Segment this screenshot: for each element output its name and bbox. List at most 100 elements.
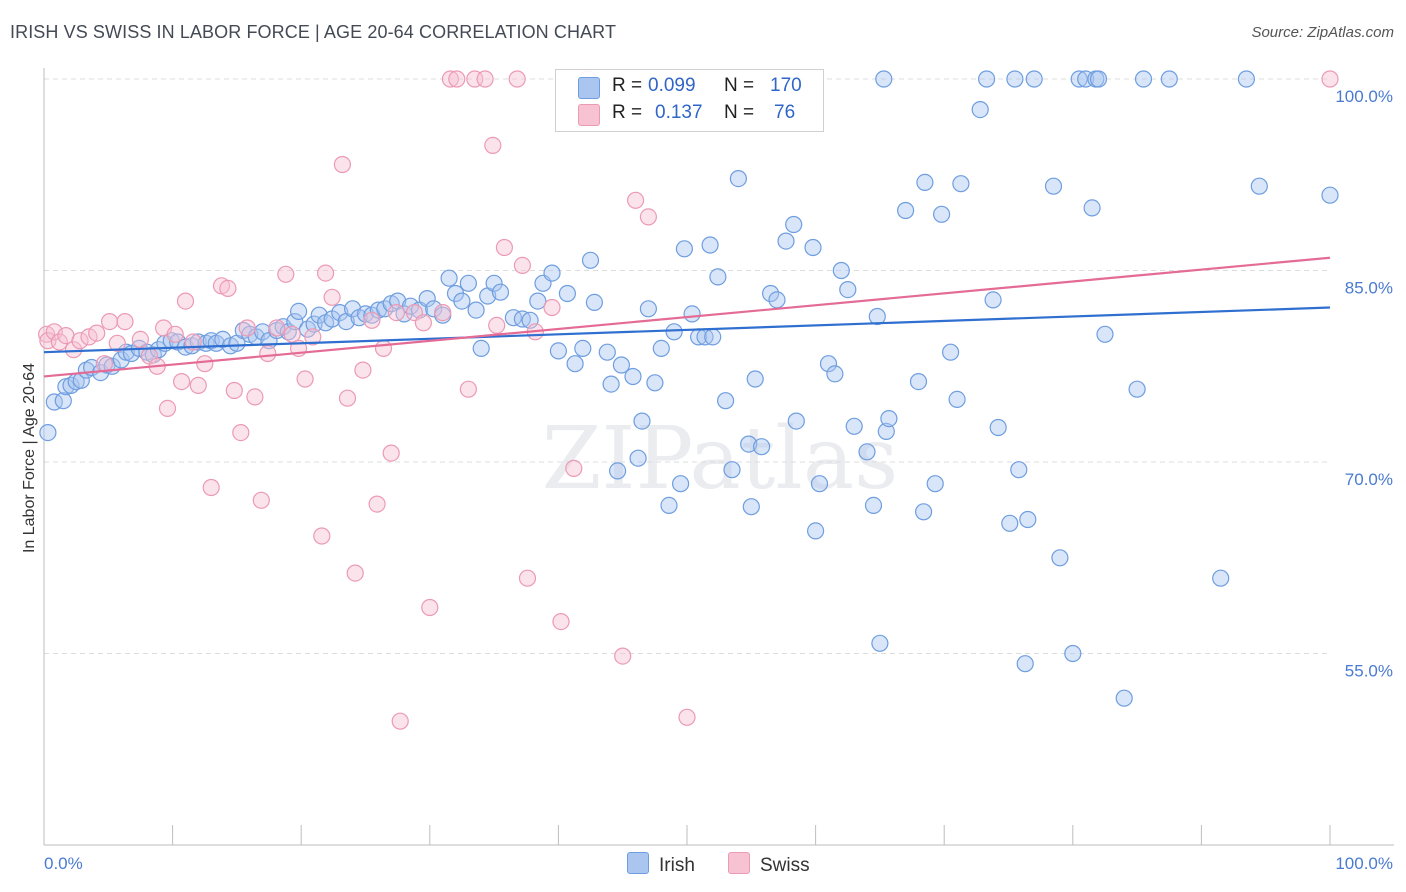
irish-point: [709, 268, 727, 286]
swiss-point: [614, 647, 632, 665]
swiss-point: [238, 319, 256, 337]
chart-title: IRISH VS SWISS IN LABOR FORCE | AGE 20-6…: [10, 22, 617, 42]
watermark: ZIPatlas: [542, 409, 898, 509]
swiss-point: [219, 279, 237, 297]
irish-point: [1237, 70, 1256, 88]
swiss-point: [333, 155, 351, 174]
swiss-point: [317, 264, 335, 282]
irish-point: [875, 70, 893, 88]
irish-point: [871, 634, 889, 652]
irish-point: [608, 462, 627, 480]
trend-lines: [43, 256, 1331, 378]
swiss-point: [246, 388, 264, 406]
swiss-point: [283, 325, 301, 343]
irish-point: [472, 339, 490, 357]
y-tick-label: 100.0%: [1335, 87, 1393, 106]
irish-point: [740, 435, 758, 453]
irish-point: [504, 309, 523, 327]
swiss-point: [346, 564, 364, 582]
swiss-point: [323, 288, 341, 306]
irish-point: [914, 503, 933, 521]
swiss-point: [304, 328, 322, 346]
irish-point: [941, 343, 960, 361]
swiss-point: [513, 256, 532, 274]
swiss-point: [277, 265, 295, 283]
swiss-point: [108, 334, 126, 352]
irish-point: [1089, 70, 1108, 88]
irish-point: [485, 274, 503, 292]
swiss-point: [296, 370, 314, 388]
irish-point: [566, 355, 584, 373]
irish-point: [660, 496, 678, 514]
swiss-point: [71, 332, 89, 350]
irish-point: [704, 328, 722, 346]
swiss-point: [543, 298, 561, 317]
swiss-points: [37, 70, 1339, 730]
swiss-point: [552, 612, 570, 631]
irish-point: [1096, 325, 1114, 343]
irish-point: [785, 215, 803, 234]
irish-point: [839, 281, 857, 299]
irish-point: [819, 355, 838, 373]
irish-point: [1016, 655, 1034, 673]
swiss-point: [116, 313, 134, 331]
swiss-point: [268, 319, 286, 337]
irish-point: [331, 304, 349, 322]
swiss-point: [441, 70, 459, 88]
swiss-point: [448, 70, 466, 88]
irish-point: [858, 443, 876, 461]
irish-point: [729, 170, 748, 188]
swiss-r-label: R =: [612, 102, 643, 123]
irish-point: [646, 374, 664, 392]
irish-point: [585, 293, 604, 311]
swiss-point: [64, 341, 83, 359]
irish-point: [746, 370, 764, 388]
irish-point: [977, 70, 996, 88]
irish-point: [1044, 177, 1063, 195]
irish-point: [290, 302, 308, 320]
irish-point: [1115, 689, 1133, 707]
irish-point: [671, 475, 690, 493]
irish-point: [926, 475, 944, 493]
y-tick-label: 55.0%: [1345, 662, 1393, 681]
swiss-point: [158, 399, 177, 417]
irish-point: [1128, 380, 1146, 398]
irish-point: [1070, 70, 1088, 88]
irish-point: [425, 300, 443, 318]
x-tick-label: 100.0%: [1335, 854, 1393, 873]
swiss-point: [131, 330, 149, 348]
swiss-point: [488, 316, 506, 334]
swiss-point: [189, 376, 207, 394]
swiss-point: [166, 325, 184, 343]
irish-point: [624, 367, 642, 386]
swiss-point: [459, 380, 477, 398]
swiss-point: [225, 381, 243, 400]
swiss-point: [368, 495, 386, 513]
irish-point: [356, 305, 375, 323]
irish-point: [1134, 70, 1153, 88]
irish-point: [971, 100, 989, 119]
swiss-point: [518, 569, 537, 587]
swiss-n-label: N =: [724, 102, 755, 123]
irish-point: [864, 496, 883, 514]
irish-point: [1006, 70, 1024, 88]
swiss-point: [50, 333, 69, 351]
swiss-point: [495, 238, 513, 257]
swiss-trend-line: [43, 256, 1331, 378]
irish-point: [1019, 510, 1037, 529]
irish-point: [612, 356, 631, 374]
irish-point: [742, 498, 760, 516]
irish-points: [39, 70, 1339, 707]
irish-point: [984, 291, 1002, 309]
irish-point: [1051, 549, 1069, 567]
irish-point: [543, 264, 561, 282]
swiss-point: [202, 478, 220, 497]
irish-point: [804, 238, 822, 257]
source-credit: Source: ZipAtlas.com: [1251, 24, 1394, 41]
irish-point: [1321, 186, 1339, 204]
swiss-point: [176, 292, 195, 310]
irish-point: [633, 412, 651, 430]
swiss-point: [414, 314, 432, 332]
irish-point: [826, 365, 844, 383]
swiss-point: [476, 70, 494, 88]
